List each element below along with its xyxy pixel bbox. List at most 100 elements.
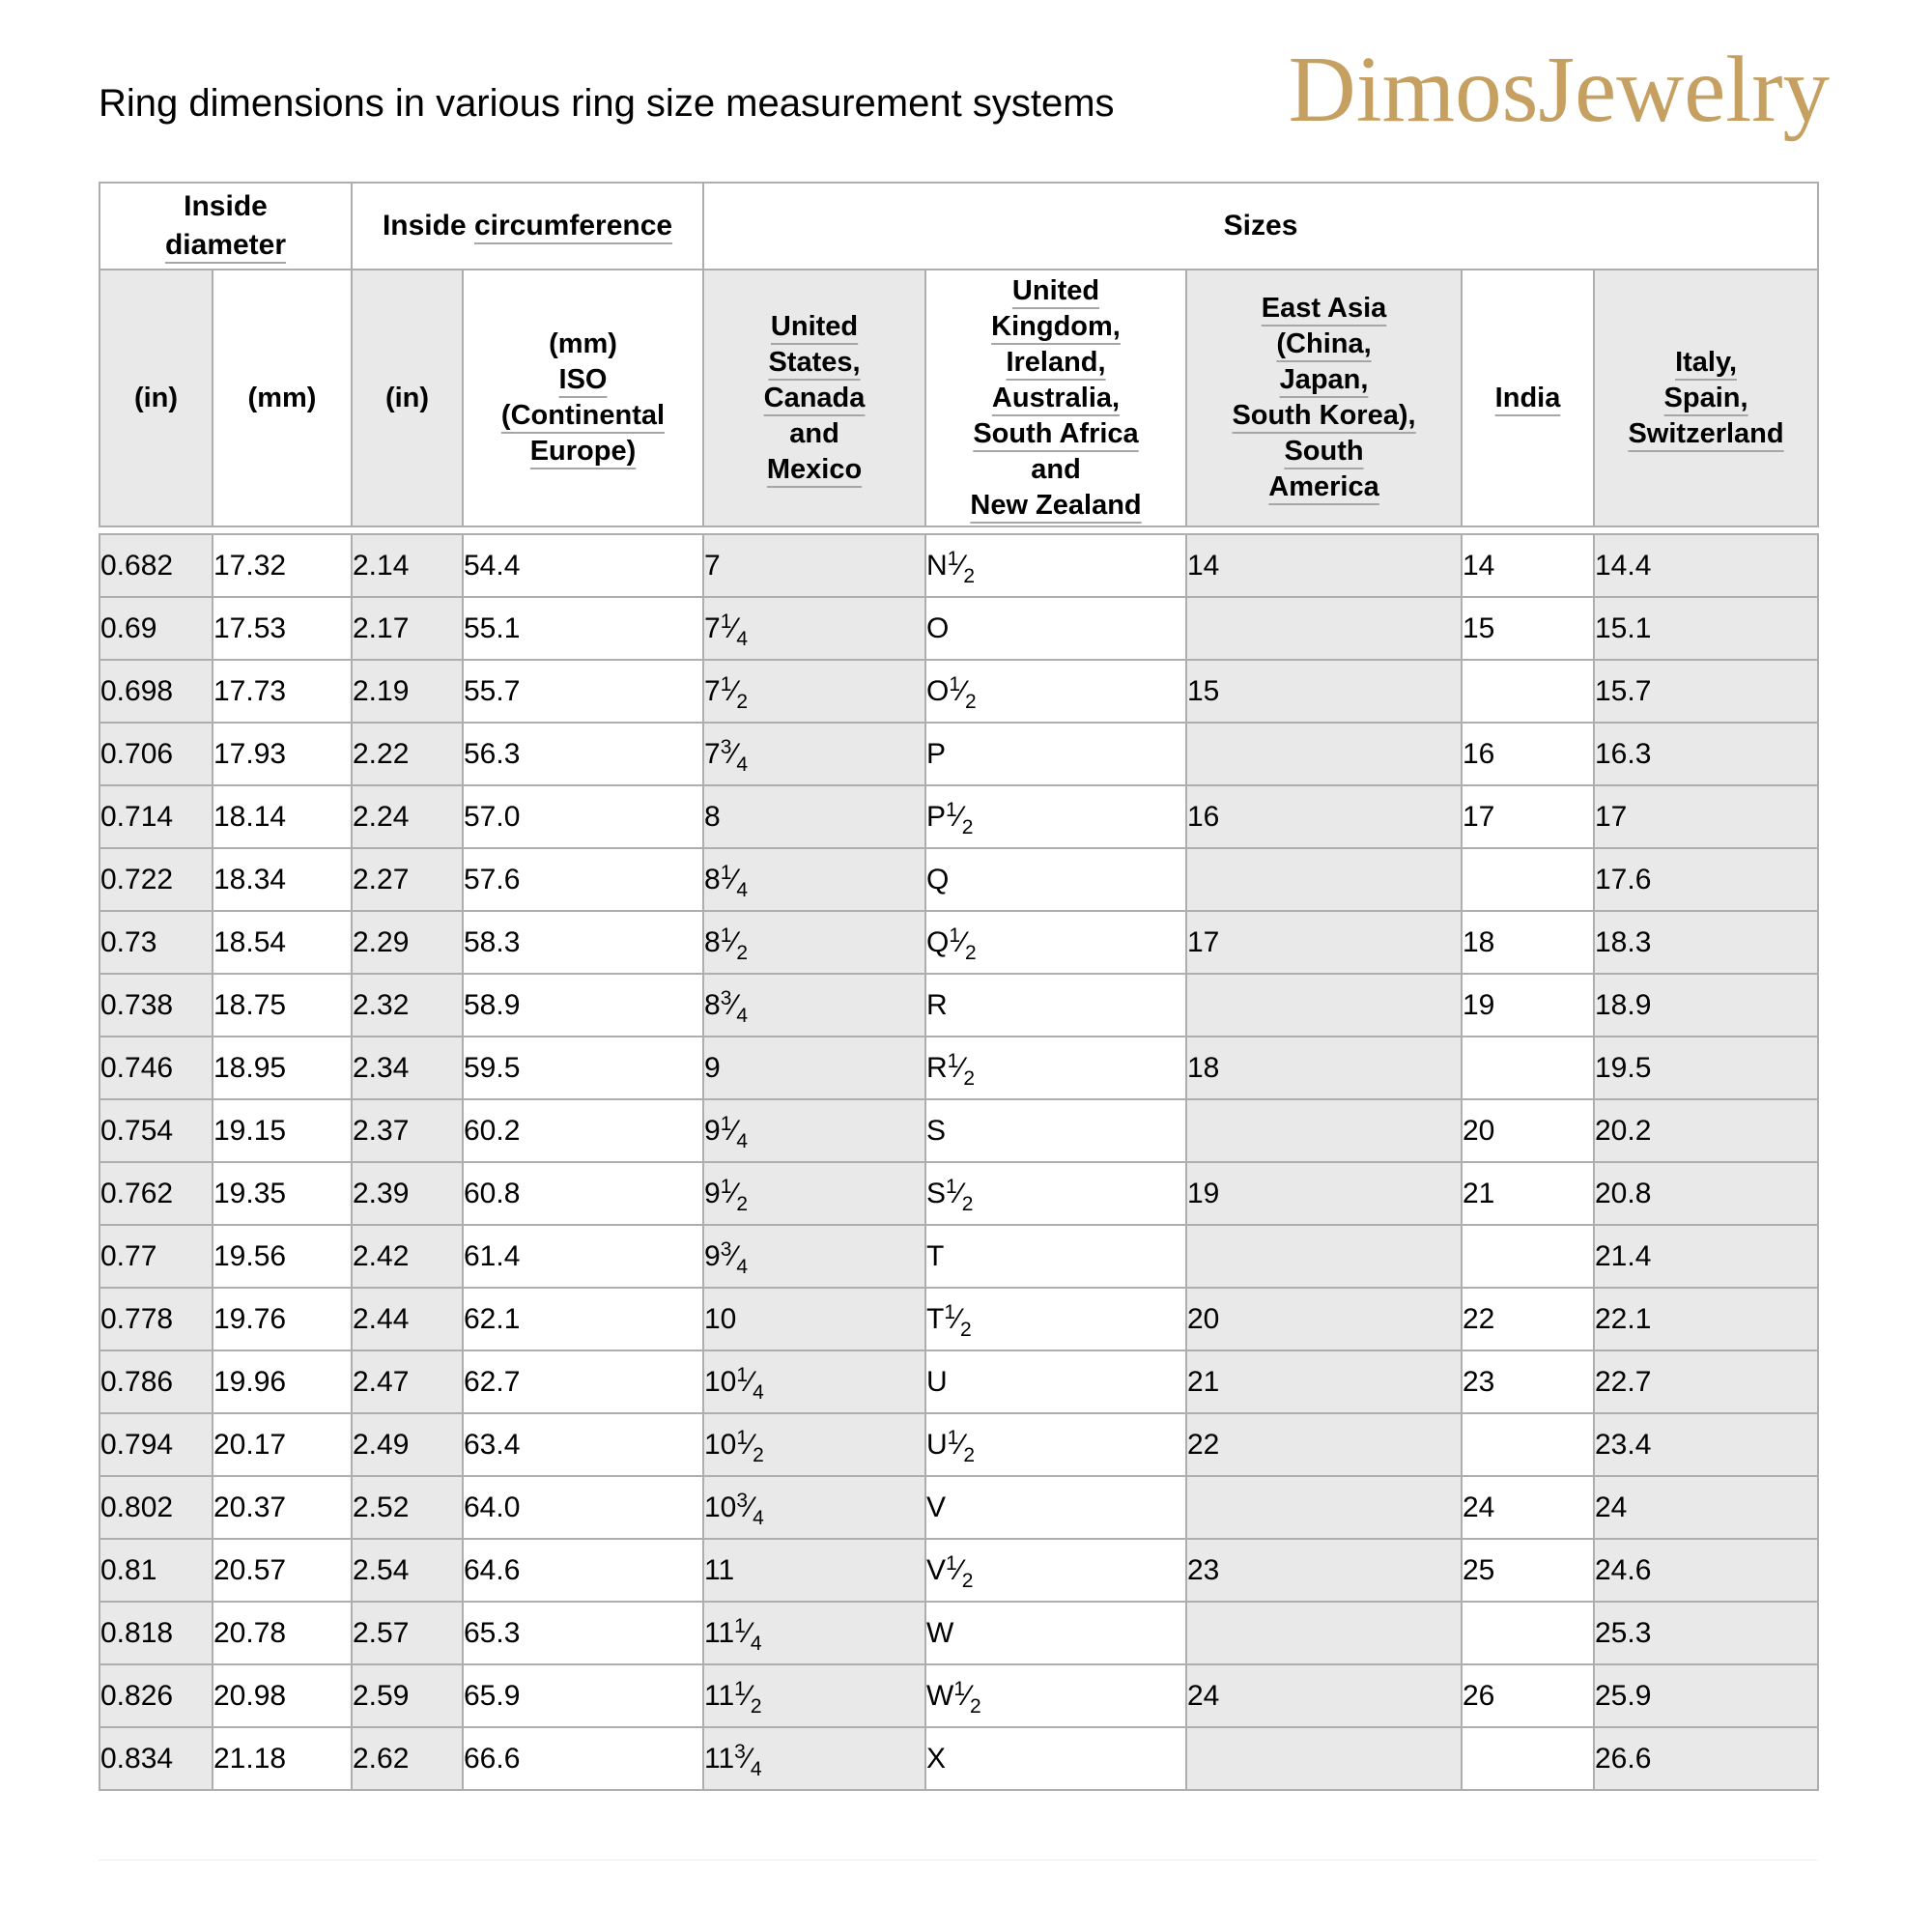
table-cell: 2.29 bbox=[351, 910, 464, 975]
table-cell: 0.794 bbox=[99, 1412, 213, 1477]
column-header-cell: Italy, Spain, Switzerland bbox=[1593, 269, 1820, 527]
table-cell: S1⁄2 bbox=[924, 1161, 1187, 1226]
table-cell: 20 bbox=[1461, 1098, 1595, 1163]
table-cell bbox=[1461, 659, 1595, 724]
table-cell: 23 bbox=[1461, 1350, 1595, 1414]
table-cell: 61.4 bbox=[462, 1224, 704, 1289]
table-cell: U1⁄2 bbox=[924, 1412, 1187, 1477]
table-cell: R bbox=[924, 973, 1187, 1037]
table-cell: 103⁄4 bbox=[702, 1475, 926, 1540]
table-cell: 20.8 bbox=[1593, 1161, 1819, 1226]
table-cell bbox=[1185, 1098, 1463, 1163]
column-header-cell: (mm) bbox=[212, 269, 353, 527]
table-cell: 0.706 bbox=[99, 722, 213, 786]
table-cell: 66.6 bbox=[462, 1726, 704, 1791]
table-cell: 21 bbox=[1185, 1350, 1463, 1414]
table-cell: T bbox=[924, 1224, 1187, 1289]
table-cell bbox=[1185, 596, 1463, 661]
table-cell: 18 bbox=[1185, 1036, 1463, 1100]
table-cell: W1⁄2 bbox=[924, 1663, 1187, 1728]
table-cell: 21.4 bbox=[1593, 1224, 1819, 1289]
table-cell bbox=[1461, 1412, 1595, 1477]
table-cell: 0.786 bbox=[99, 1350, 213, 1414]
table-cell: 62.1 bbox=[462, 1287, 704, 1351]
table-cell: 57.0 bbox=[462, 784, 704, 849]
table-cell: 0.73 bbox=[99, 910, 213, 975]
table-cell: 2.49 bbox=[351, 1412, 464, 1477]
table-cell: 23 bbox=[1185, 1538, 1463, 1603]
table-cell: 57.6 bbox=[462, 847, 704, 912]
table-cell: T1⁄2 bbox=[924, 1287, 1187, 1351]
table-cell: 111⁄4 bbox=[702, 1601, 926, 1665]
table-cell bbox=[1185, 1224, 1463, 1289]
table-cell: N1⁄2 bbox=[924, 533, 1187, 598]
table-row: 0.73 18.54 2.29 58.3 81⁄2 Q1⁄2 17 18 18.3 bbox=[99, 910, 1819, 975]
group-header-row: Inside diameter Inside circumference Sizes bbox=[99, 182, 1820, 270]
table-cell: 2.39 bbox=[351, 1161, 464, 1226]
table-cell: 18.14 bbox=[212, 784, 353, 849]
table-cell: 19 bbox=[1461, 973, 1595, 1037]
table-cell: 24 bbox=[1593, 1475, 1819, 1540]
table-cell: 22 bbox=[1461, 1287, 1595, 1351]
table-cell: 22.1 bbox=[1593, 1287, 1819, 1351]
table-cell: 18.9 bbox=[1593, 973, 1819, 1037]
table-row: 0.682 17.32 2.14 54.4 7 N1⁄2 14 14 14.4 bbox=[99, 533, 1819, 598]
table-cell: 19 bbox=[1185, 1161, 1463, 1226]
table-cell: 113⁄4 bbox=[702, 1726, 926, 1791]
table-cell: R1⁄2 bbox=[924, 1036, 1187, 1100]
table-cell: 2.32 bbox=[351, 973, 464, 1037]
table-row: 0.786 19.96 2.47 62.7 101⁄4 U 21 23 22.7 bbox=[99, 1350, 1819, 1414]
table-cell: 54.4 bbox=[462, 533, 704, 598]
table-cell: 17 bbox=[1593, 784, 1819, 849]
table-row: 0.818 20.78 2.57 65.3 111⁄4 W 25.3 bbox=[99, 1601, 1819, 1665]
table-cell: 14 bbox=[1461, 533, 1595, 598]
table-cell: 2.24 bbox=[351, 784, 464, 849]
table-cell: 2.17 bbox=[351, 596, 464, 661]
table-cell bbox=[1461, 1601, 1595, 1665]
table-cell: 2.54 bbox=[351, 1538, 464, 1603]
table-cell: 23.4 bbox=[1593, 1412, 1819, 1477]
table-cell: 0.698 bbox=[99, 659, 213, 724]
table-cell: 18.75 bbox=[212, 973, 353, 1037]
table-cell bbox=[1185, 973, 1463, 1037]
table-row: 0.722 18.34 2.27 57.6 81⁄4 Q 17.6 bbox=[99, 847, 1819, 912]
table-cell: S bbox=[924, 1098, 1187, 1163]
table-row: 0.794 20.17 2.49 63.4 101⁄2 U1⁄2 22 23.4 bbox=[99, 1412, 1819, 1477]
table-cell: 73⁄4 bbox=[702, 722, 926, 786]
table-row: 0.69 17.53 2.17 55.1 71⁄4 O 15 15.1 bbox=[99, 596, 1819, 661]
table-cell: 15.1 bbox=[1593, 596, 1819, 661]
table-cell: 2.44 bbox=[351, 1287, 464, 1351]
column-header-cell: (in) bbox=[351, 269, 464, 527]
table-cell bbox=[1461, 1224, 1595, 1289]
table-cell: 14.4 bbox=[1593, 533, 1819, 598]
table-cell: 17.73 bbox=[212, 659, 353, 724]
table-cell: 25 bbox=[1461, 1538, 1595, 1603]
table-cell bbox=[1185, 1475, 1463, 1540]
table-row: 0.762 19.35 2.39 60.8 91⁄2 S1⁄2 19 21 20.8 bbox=[99, 1161, 1819, 1226]
table-cell: 65.3 bbox=[462, 1601, 704, 1665]
table-cell: 21 bbox=[1461, 1161, 1595, 1226]
table-cell: 16 bbox=[1461, 722, 1595, 786]
table-cell: 2.47 bbox=[351, 1350, 464, 1414]
table-cell: O1⁄2 bbox=[924, 659, 1187, 724]
table-cell: 93⁄4 bbox=[702, 1224, 926, 1289]
table-cell: 17.93 bbox=[212, 722, 353, 786]
table-cell: 63.4 bbox=[462, 1412, 704, 1477]
table-cell: 18.54 bbox=[212, 910, 353, 975]
table-cell: P1⁄2 bbox=[924, 784, 1187, 849]
table-cell: Q1⁄2 bbox=[924, 910, 1187, 975]
table-cell: 20.57 bbox=[212, 1538, 353, 1603]
table-cell: 16 bbox=[1185, 784, 1463, 849]
column-header-cell: East Asia (China, Japan, South Korea), South… bbox=[1185, 269, 1463, 527]
table-cell: 17 bbox=[1461, 784, 1595, 849]
table-cell bbox=[1185, 722, 1463, 786]
faint-bottom-row-line bbox=[99, 1860, 1817, 1861]
table-cell: 62.7 bbox=[462, 1350, 704, 1414]
table-cell: 16.3 bbox=[1593, 722, 1819, 786]
table-cell: 17.6 bbox=[1593, 847, 1819, 912]
group-header-cell: Sizes bbox=[702, 182, 1820, 270]
table-row: 0.81 20.57 2.54 64.6 11 V1⁄2 23 25 24.6 bbox=[99, 1538, 1819, 1603]
table-cell: 0.77 bbox=[99, 1224, 213, 1289]
table-cell: W bbox=[924, 1601, 1187, 1665]
table-cell: 26 bbox=[1461, 1663, 1595, 1728]
